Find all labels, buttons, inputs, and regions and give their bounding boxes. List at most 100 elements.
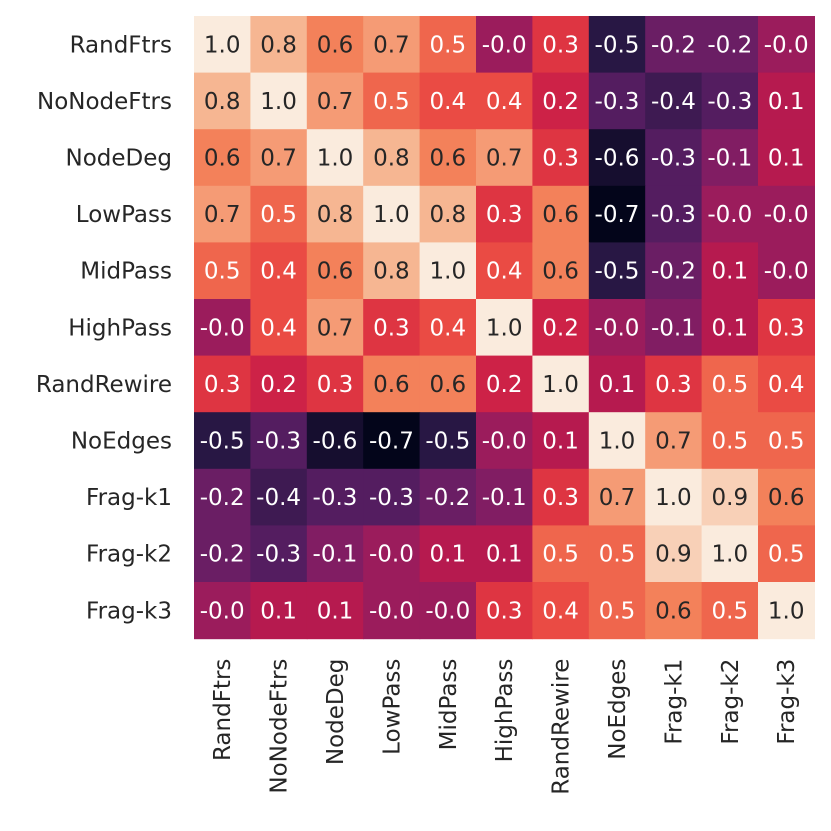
heatmap-cell-value: 0.7 <box>599 485 636 511</box>
heatmap-cell-value: -0.3 <box>256 542 301 568</box>
heatmap-cell <box>701 16 759 74</box>
heatmap-cell-value: -0.3 <box>707 89 752 115</box>
heatmap-cell-value: 0.5 <box>712 598 749 624</box>
row-tick-label: NoEdges <box>71 429 172 455</box>
heatmap-cell <box>532 16 590 74</box>
heatmap-cell <box>363 355 421 413</box>
column-tick-label: RandFtrs <box>210 659 236 761</box>
heatmap-cell <box>701 129 759 187</box>
heatmap-cell-value: -0.5 <box>595 259 640 285</box>
heatmap-cell-value: -0.0 <box>764 259 809 285</box>
column-tick-label: Frag-k3 <box>774 659 800 745</box>
heatmap-cell-value: 1.0 <box>204 32 241 58</box>
heatmap-cell-value: 0.7 <box>486 146 523 172</box>
heatmap-cell-value: 0.3 <box>542 146 579 172</box>
heatmap-cell-value: -0.0 <box>369 598 414 624</box>
heatmap-cell <box>701 525 759 583</box>
column-tick-labels: RandFtrs NoNodeFtrs NodeDeg LowPass MidPass H… <box>210 659 800 795</box>
heatmap-cell-value: 0.5 <box>712 372 749 398</box>
heatmap-cell-value: 0.9 <box>655 542 692 568</box>
heatmap-cell-value: -0.4 <box>651 89 696 115</box>
heatmap-cells <box>194 16 815 640</box>
heatmap-cell-value: 0.7 <box>317 89 354 115</box>
heatmap-cell-value: 0.7 <box>317 315 354 341</box>
heatmap-cell-value: 0.1 <box>712 315 749 341</box>
heatmap-cell <box>645 412 703 470</box>
heatmap-cell-value: 0.3 <box>486 202 523 228</box>
heatmap-cell-value: -0.6 <box>313 429 358 455</box>
heatmap-cell <box>758 582 815 640</box>
heatmap-cell-value: 0.6 <box>542 259 579 285</box>
heatmap-cell <box>588 525 646 583</box>
heatmap-cell <box>250 468 308 526</box>
heatmap-cell <box>419 412 477 470</box>
heatmap-cell-value: 0.1 <box>430 542 467 568</box>
heatmap-cell-value: 0.2 <box>260 372 297 398</box>
heatmap-cell-value: 0.2 <box>542 315 579 341</box>
heatmap-cell <box>758 16 815 74</box>
heatmap-cell <box>419 72 477 130</box>
column-tick-label: LowPass <box>379 659 405 755</box>
heatmap-cell-value: -0.1 <box>707 146 752 172</box>
heatmap-cell <box>363 242 421 300</box>
heatmap-cell-value: -0.2 <box>200 542 245 568</box>
heatmap-cell-value: -0.5 <box>595 32 640 58</box>
heatmap-cell-value: 0.5 <box>430 32 467 58</box>
heatmap-cell <box>476 16 533 74</box>
heatmap-cell <box>419 242 477 300</box>
heatmap-cell <box>306 16 364 74</box>
heatmap-cell <box>701 242 759 300</box>
heatmap-cell-value: -0.3 <box>313 485 358 511</box>
heatmap-cell <box>588 355 646 413</box>
column-tick-label: NoNodeFtrs <box>267 659 293 794</box>
heatmap-cell-value: -0.3 <box>595 89 640 115</box>
heatmap-cell <box>588 242 646 300</box>
heatmap-cell-value: 0.6 <box>317 32 354 58</box>
heatmap-cell-value: 0.6 <box>542 202 579 228</box>
heatmap-cell <box>645 16 703 74</box>
row-tick-label: NodeDeg <box>66 146 173 172</box>
heatmap-cell <box>476 185 533 243</box>
heatmap-cell-value: 0.4 <box>260 315 297 341</box>
heatmap-cell <box>306 299 364 357</box>
heatmap-cell <box>701 185 759 243</box>
heatmap-cell <box>363 525 421 583</box>
heatmap-cell <box>588 185 646 243</box>
heatmap-cell-value: -0.3 <box>256 429 301 455</box>
row-tick-label: Frag-k1 <box>86 485 172 511</box>
heatmap-cell <box>363 582 421 640</box>
heatmap-cell-labels: 1.0 0.8 0.6 0.7 0.5 -0.0 0.3 -0.5 -0.2 -0.2 -0.0 0.… <box>200 32 809 624</box>
heatmap-cell-value: -0.6 <box>595 146 640 172</box>
heatmap-cell <box>194 16 251 74</box>
heatmap-cell-value: 0.1 <box>768 146 805 172</box>
heatmap-cell <box>194 468 251 526</box>
heatmap-cell <box>476 242 533 300</box>
heatmap-cell <box>476 582 533 640</box>
heatmap-cell-value: 0.1 <box>712 259 749 285</box>
heatmap-cell <box>588 129 646 187</box>
row-tick-label: Frag-k2 <box>86 542 172 568</box>
heatmap-cell-value: -0.0 <box>200 598 245 624</box>
heatmap-cell-value: 0.6 <box>204 146 241 172</box>
heatmap-cell <box>306 72 364 130</box>
column-tick-label: NoEdges <box>605 659 631 760</box>
heatmap-cell-value: 0.5 <box>768 429 805 455</box>
heatmap-cell <box>363 16 421 74</box>
row-tick-label: Frag-k3 <box>86 598 172 624</box>
heatmap-cell <box>645 525 703 583</box>
heatmap-cell <box>532 299 590 357</box>
heatmap-cell <box>532 72 590 130</box>
heatmap-cell <box>701 582 759 640</box>
heatmap-cell-value: -0.0 <box>369 542 414 568</box>
heatmap-cell-value: -0.2 <box>200 485 245 511</box>
heatmap-cell <box>588 412 646 470</box>
heatmap-cell <box>532 412 590 470</box>
heatmap-cell-value: -0.0 <box>707 202 752 228</box>
heatmap-cell <box>419 129 477 187</box>
heatmap-cell-value: -0.0 <box>482 32 527 58</box>
heatmap-cell-value: 0.8 <box>430 202 467 228</box>
heatmap-cell <box>363 299 421 357</box>
heatmap-cell <box>588 16 646 74</box>
heatmap-cell-value: -0.1 <box>313 542 358 568</box>
heatmap-cell-value: 0.7 <box>373 32 410 58</box>
